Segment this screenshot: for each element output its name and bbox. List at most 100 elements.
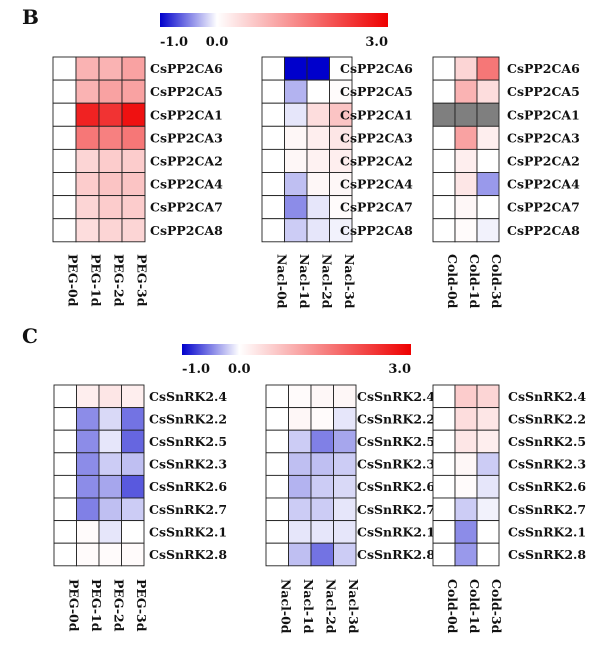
condition-label: Nacl-2d — [323, 579, 338, 634]
heatmap-cell — [476, 56, 500, 81]
gene-label: CsSnRK2.7 — [508, 502, 586, 517]
heatmap-cell — [121, 452, 145, 476]
heatmap-cell — [306, 195, 330, 220]
heatmap-cell — [98, 520, 122, 544]
heatmap-cell — [454, 384, 478, 409]
gene-label: CsSnRK2.3 — [149, 457, 227, 472]
heatmap-cell — [476, 497, 500, 522]
gene-label: CsPP2CA7 — [507, 200, 580, 215]
heatmap-cell — [121, 474, 145, 499]
heatmap-cell — [310, 542, 334, 567]
condition-label: Cold-1d — [467, 254, 482, 309]
heatmap-cell — [121, 520, 145, 544]
heatmap-cell — [98, 542, 122, 567]
heatmap-cell — [98, 474, 122, 499]
heatmap-cell — [432, 79, 456, 104]
heatmap-cell — [98, 497, 122, 522]
colorbar: -1.0 0.0 3.0 — [160, 13, 388, 50]
heatmap-cell — [333, 542, 357, 567]
heatmap-cell — [284, 218, 308, 243]
heatmap-cell — [454, 520, 478, 544]
heatmap-cell — [476, 148, 500, 173]
heatmap-cell — [432, 429, 456, 454]
heatmap-cell — [121, 218, 146, 243]
heatmap-cell — [476, 218, 500, 243]
heatmap-cell — [454, 218, 478, 243]
heatmap-cell — [310, 497, 334, 522]
heatmap-cell — [476, 102, 500, 127]
gene-label: CsPP2CA2 — [150, 153, 223, 168]
heatmap-cell — [288, 429, 312, 454]
heatmap-cell — [333, 520, 357, 544]
colorbar-tick-label: 3.0 — [388, 362, 411, 377]
heatmap-cell — [454, 56, 478, 81]
colorbar-gradient — [160, 13, 388, 27]
heatmap-cell — [306, 148, 330, 173]
condition-label: PEG-2d — [112, 254, 127, 307]
heatmap-cell — [98, 172, 123, 197]
heatmap-cold: CsPP2CA6 CsPP2CA5 CsPP2CA1 CsPP2CA3 CsPP2CA2… — [432, 56, 580, 309]
condition-label: Cold-0d — [445, 579, 460, 634]
heatmap-cell — [76, 452, 100, 476]
panel-b: B-1.0 0.0 3.0CsPP2CA6CsPP2CA5CsPP2CA1CsPP2… — [22, 5, 580, 309]
gene-label: CsSnRK2.3 — [357, 457, 435, 472]
gene-label: CsPP2CA7 — [150, 200, 223, 215]
heatmap-cell — [76, 384, 100, 409]
condition-label: PEG-3d — [135, 254, 150, 307]
heatmap-cell — [476, 542, 500, 567]
heatmap-cell — [75, 79, 100, 104]
heatmap-cell — [53, 542, 77, 567]
gene-label: CsSnRK2.7 — [149, 502, 227, 517]
heatmap-cell — [333, 384, 357, 409]
heatmap-cell — [98, 125, 123, 150]
heatmap-cell — [476, 195, 500, 220]
heatmap-cell — [454, 474, 478, 499]
heatmap-cell — [288, 452, 312, 476]
gene-label: CsSnRK2.5 — [149, 434, 227, 449]
heatmap-cell — [121, 497, 145, 522]
condition-label: Nacl-1d — [297, 254, 312, 309]
heatmap-nacl: CsPP2CA6 CsPP2CA5 CsPP2CA1 CsPP2CA3 CsPP2CA2… — [261, 56, 413, 309]
gene-label: CsPP2CA4 — [150, 177, 223, 192]
heatmap-cell — [432, 542, 456, 567]
heatmap-cell — [432, 474, 456, 499]
gene-label: CsSnRK2.4 — [508, 389, 586, 404]
gene-label: CsPP2CA1 — [150, 107, 223, 122]
heatmap-cell — [121, 542, 145, 567]
gene-label: CsSnRK2.2 — [508, 411, 586, 426]
gene-label: CsPP2CA5 — [507, 84, 580, 99]
heatmap-cell — [261, 195, 285, 220]
heatmap-cell — [306, 125, 330, 150]
heatmap-cell — [454, 195, 478, 220]
condition-label: Nacl-3d — [346, 579, 361, 634]
heatmap-cell — [261, 148, 285, 173]
heatmap-cell — [52, 172, 77, 197]
heatmap-cell — [454, 172, 478, 197]
heatmap-cell — [265, 520, 289, 544]
condition-label: Nacl-1d — [301, 579, 316, 634]
gene-label: CsPP2CA8 — [340, 223, 413, 238]
heatmap-cell — [432, 125, 456, 150]
heatmap-cell — [121, 429, 145, 454]
heatmap-cell — [333, 429, 357, 454]
gene-label: CsPP2CA8 — [150, 223, 223, 238]
heatmap-cell — [52, 56, 77, 81]
heatmap-cell — [121, 407, 145, 431]
gene-label: CsPP2CA2 — [340, 153, 413, 168]
heatmap-cell — [432, 520, 456, 544]
gene-label: CsPP2CA4 — [340, 177, 413, 192]
heatmap-cell — [75, 218, 100, 243]
heatmap-cell — [121, 102, 146, 127]
gene-label: CsSnRK2.6 — [508, 479, 586, 494]
heatmap-cell — [265, 474, 289, 499]
heatmap-cell — [265, 497, 289, 522]
heatmap-cell — [284, 79, 308, 104]
heatmap-cell — [454, 497, 478, 522]
heatmap-cell — [454, 429, 478, 454]
heatmap-peg: CsSnRK2.4 CsSnRK2.2 CsSnRK2.5 CsSnRK2.3 CsSn… — [53, 384, 227, 632]
heatmap-cell — [121, 195, 146, 220]
colorbar-tick-label: 0.0 — [228, 362, 251, 377]
colorbar: -1.0 0.0 3.0 — [182, 344, 411, 377]
condition-label: Cold-0d — [445, 254, 460, 309]
heatmap-cell — [310, 384, 334, 409]
